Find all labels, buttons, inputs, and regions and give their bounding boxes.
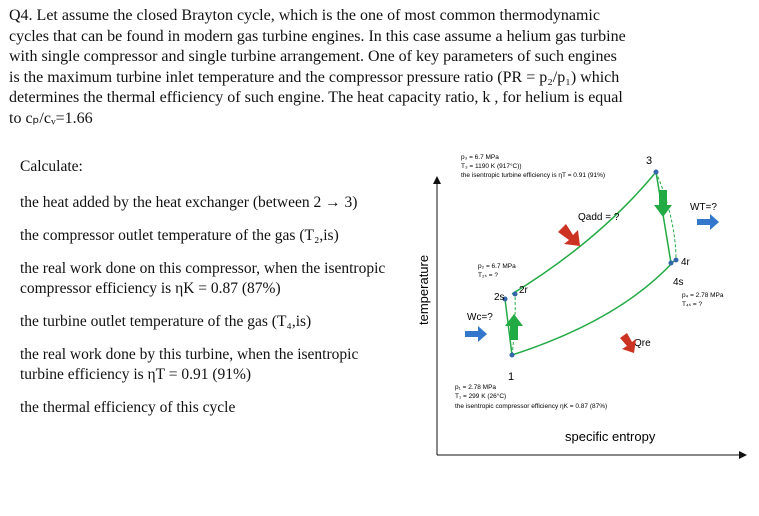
question-line: cycles that can be found in modern gas t… bbox=[9, 27, 626, 45]
note: T₃ = 1190 K (917°C)) bbox=[461, 162, 522, 170]
w-t: WT=? bbox=[690, 202, 717, 213]
expansion bbox=[655, 171, 672, 264]
y-axis-label: temperature bbox=[416, 255, 431, 325]
note: T₄ₛ = ? bbox=[682, 301, 702, 308]
task-heading: Calculate: bbox=[20, 158, 83, 175]
task-item: the turbine outlet temperature of the ga… bbox=[20, 313, 312, 330]
state-label: 4r bbox=[681, 257, 691, 268]
state-label: 2s bbox=[494, 292, 505, 303]
task-item: the compressor outlet temperature of the… bbox=[20, 227, 339, 244]
state-label: 2r bbox=[519, 285, 529, 296]
heat-addition bbox=[511, 171, 657, 295]
task-item: the real work done by this turbine, when… bbox=[20, 346, 359, 383]
note: p₄ = 2.78 MPa bbox=[682, 292, 724, 299]
question: Q4. Let assume the closed Brayton cycle,… bbox=[9, 6, 754, 130]
note: T₁ = 299 K (26°C) bbox=[455, 392, 506, 400]
task-item: the real work done on this compressor, w… bbox=[20, 260, 386, 297]
note: p₃ = 6.7 MPa bbox=[461, 154, 499, 161]
question-line: Q4. Let assume the closed Brayton cycle,… bbox=[9, 7, 600, 24]
heat-in-arrow bbox=[558, 224, 580, 246]
turbine-arrow bbox=[654, 190, 672, 217]
state-label: 3 bbox=[646, 155, 652, 167]
q-add: Qadd = ? bbox=[578, 212, 620, 223]
question-line: with single compressor and single turbin… bbox=[9, 48, 617, 66]
heat-rejection bbox=[511, 260, 675, 356]
note: the isentropic compressor efficiency ηK … bbox=[455, 403, 607, 410]
note: p₁ = 2.78 MPa bbox=[455, 384, 496, 391]
work-out-arrow bbox=[697, 214, 719, 230]
compression-path bbox=[504, 298, 513, 356]
heat-out-arrow bbox=[620, 333, 636, 353]
note: the isentropic turbine efficiency is ηT … bbox=[461, 172, 605, 179]
state-label: 1 bbox=[508, 371, 514, 383]
question-line: determines the thermal efficiency of suc… bbox=[9, 89, 623, 107]
note: T₂ₛ = ? bbox=[478, 272, 498, 279]
task-item: the thermal efficiency of this cycle bbox=[20, 399, 236, 416]
task-list: Calculate: the heat added by the heat ex… bbox=[20, 157, 390, 431]
state-label: 4s bbox=[673, 277, 684, 288]
state-points bbox=[502, 169, 679, 358]
compressor-arrow bbox=[505, 314, 523, 340]
task-item: the heat added by the heat exchanger (be… bbox=[20, 194, 358, 211]
x-axis-label: specific entropy bbox=[565, 429, 656, 444]
question-line: is the maximum turbine inlet temperature… bbox=[9, 68, 620, 86]
real-expansion bbox=[655, 171, 677, 261]
w-c: Wc=? bbox=[467, 312, 493, 323]
note: p₂ = 6.7 MPa bbox=[478, 263, 516, 270]
question-line: to cₚ/cᵥ=1.66 bbox=[9, 109, 93, 127]
work-in-arrow bbox=[465, 326, 487, 342]
q-re: Qre bbox=[634, 338, 651, 349]
